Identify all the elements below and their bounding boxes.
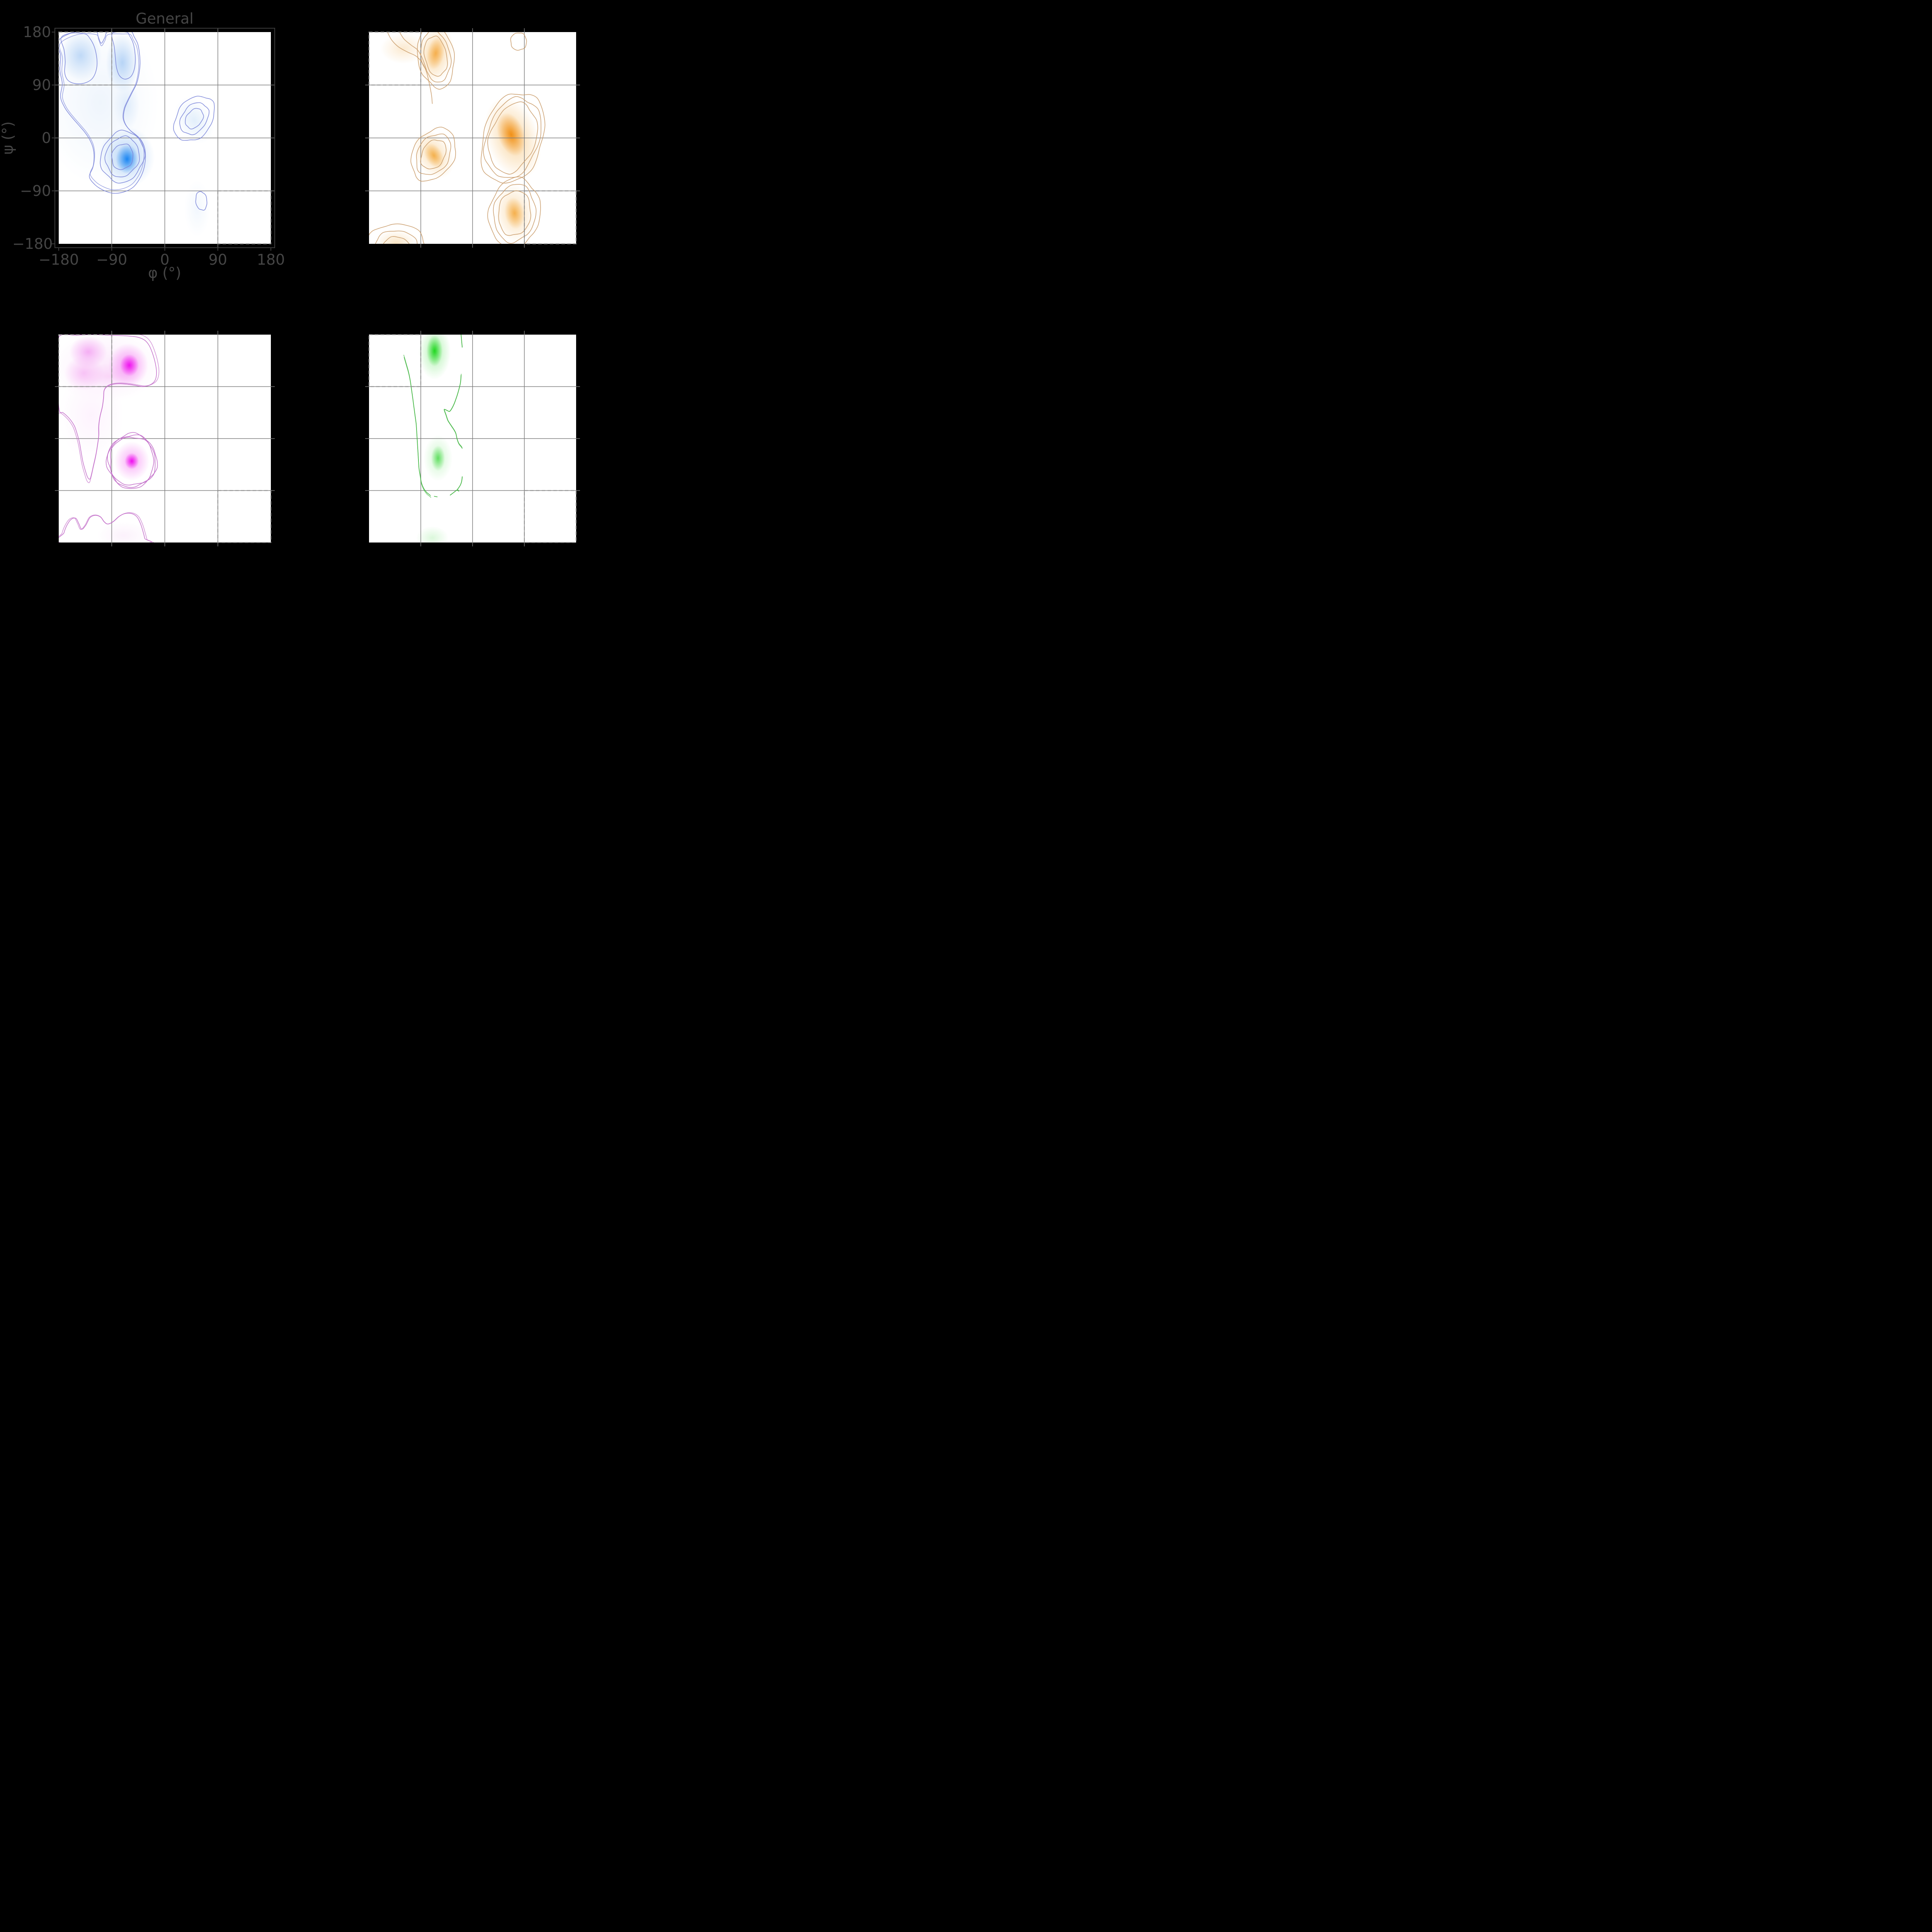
density-spot: [426, 335, 443, 367]
contour-path: [399, 32, 427, 71]
dashed-region: [58, 334, 112, 387]
x-tick-label: −90: [96, 251, 128, 268]
density-fills: [59, 335, 160, 543]
dashed-region: [217, 190, 272, 245]
contour-lines: [59, 335, 160, 543]
subplot-top-right: [365, 28, 580, 248]
contour-path: [461, 335, 463, 348]
dashed-region: [368, 31, 422, 86]
contour-ring: [110, 437, 155, 486]
contour-ring: [493, 184, 537, 244]
density-spot: [416, 526, 449, 543]
contour-ring: [487, 101, 538, 175]
contour-path: [434, 496, 438, 497]
dashed-region: [524, 190, 577, 245]
density-spot: [59, 370, 124, 461]
density-spot: [113, 81, 139, 131]
density-plot-canvas: [52, 28, 580, 546]
subplot-general: [52, 28, 275, 251]
density-spot: [505, 197, 525, 229]
density-spot: [124, 453, 139, 469]
density-spot: [497, 112, 526, 156]
contour-path: [59, 32, 146, 194]
density-spot: [120, 354, 139, 376]
contour-ring: [410, 127, 456, 182]
density-spot: [59, 32, 102, 80]
contour-ring: [369, 223, 425, 244]
y-tick-label: 90: [32, 77, 51, 94]
dashed-region: [524, 490, 577, 543]
y-tick-label: 0: [41, 129, 51, 146]
dashed-region: [217, 490, 272, 543]
y-tick-label: −90: [20, 182, 51, 199]
x-tick-label: 0: [160, 251, 170, 268]
dashed-region: [368, 334, 422, 387]
contour-path: [449, 476, 463, 496]
ramachandran-figure: General ψ (°) φ (°) 180 90 0 −90 −180 −180 −90…: [0, 0, 601, 594]
density-spot: [424, 143, 444, 168]
contour-ring: [420, 139, 447, 170]
density-spot: [184, 180, 210, 237]
density-fills: [416, 335, 452, 543]
subplot-bottom-right: [365, 331, 580, 546]
x-tick-label: 180: [257, 251, 285, 268]
density-spot: [431, 445, 445, 471]
contour-ring: [383, 236, 410, 244]
contour-ring: [417, 32, 455, 90]
contour-ring: [173, 95, 215, 141]
contour-ring: [498, 190, 531, 236]
contour-ring: [105, 432, 158, 489]
x-tick-label: 90: [208, 251, 227, 268]
density-spot: [427, 37, 445, 70]
contour-ring: [487, 176, 541, 244]
contour-path: [111, 32, 136, 80]
subplot-title-general: General: [136, 10, 194, 27]
x-axis-label: φ (°): [148, 264, 181, 281]
contour-path: [59, 512, 154, 543]
contour-ring: [423, 36, 448, 77]
tick-marks: [52, 32, 271, 251]
contour-ring: [100, 129, 146, 184]
contour-lines: [403, 335, 463, 498]
y-tick-label: −180: [12, 235, 53, 252]
contour-ring: [375, 230, 418, 244]
contour-ring: [111, 143, 134, 170]
contour-ring: [179, 102, 210, 135]
contour-path: [59, 33, 145, 190]
contour-path: [403, 355, 432, 498]
contour-lines: [59, 32, 215, 211]
x-tick-label: −180: [38, 251, 79, 268]
contour-ring: [195, 191, 207, 211]
contour-ring: [185, 108, 204, 129]
dashed-region: [58, 31, 112, 86]
subplot-bottom-left: [55, 331, 275, 546]
contour-ring: [480, 94, 546, 184]
contour-ring: [510, 32, 527, 51]
y-tick-label: 180: [23, 24, 51, 41]
contour-path: [60, 32, 98, 84]
contour-path: [59, 335, 160, 483]
contour-ring: [104, 135, 140, 177]
density-spot: [174, 97, 214, 144]
contour-path: [387, 32, 433, 104]
contour-ring: [416, 133, 451, 175]
contour-path: [444, 374, 463, 449]
density-spot: [97, 522, 150, 543]
